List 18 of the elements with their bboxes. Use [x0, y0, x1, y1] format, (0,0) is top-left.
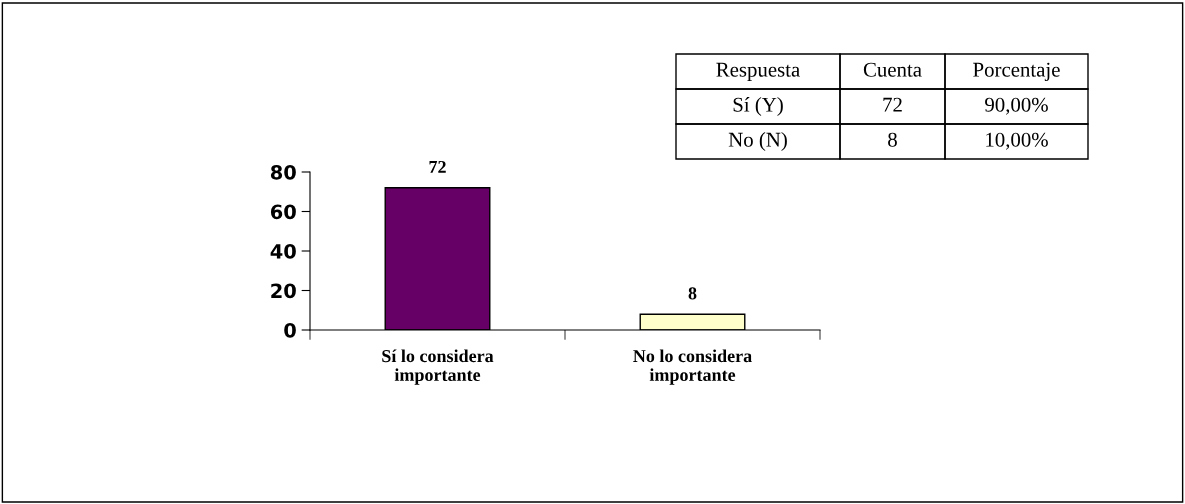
text: Cuenta — [863, 62, 922, 77]
text: 8 — [888, 132, 897, 147]
x-tick-label: No lo considera importante — [633, 349, 752, 385]
y-tick-label: 80 — [270, 164, 296, 180]
y-tick-label: 40 — [270, 243, 296, 259]
text: Sí (Y) — [733, 97, 783, 116]
y-tick-label: 60 — [270, 204, 296, 220]
text: Respuesta — [716, 62, 800, 81]
text: No (N) — [728, 132, 787, 151]
y-tick-label: 0 — [284, 322, 296, 338]
text: 90,00% — [985, 97, 1048, 115]
x-tick-label: Sí lo considera importante — [382, 349, 494, 385]
data-label: 8 — [688, 287, 697, 300]
y-tick-label: 20 — [271, 283, 296, 299]
text: 72 — [883, 97, 902, 112]
data-label: 72 — [429, 160, 446, 173]
text: Porcentaje — [973, 62, 1060, 81]
text: 10,00% — [986, 132, 1048, 150]
